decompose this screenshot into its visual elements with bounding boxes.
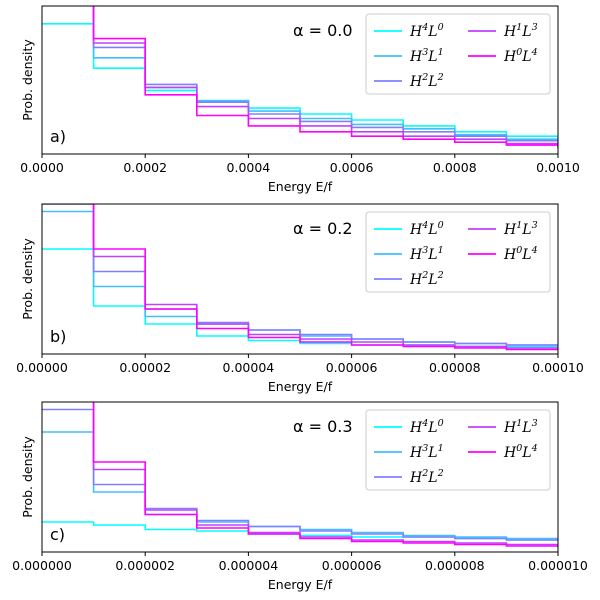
legend-label: H0L4 <box>503 245 538 263</box>
legend-label: H4L0 <box>409 220 444 238</box>
x-tick-label: 0.00010 <box>532 360 584 375</box>
legend-label: H0L4 <box>503 443 538 461</box>
legend-label: H3L1 <box>409 245 444 263</box>
panel-1: 0.0000 0.0002 0.0004 0.0006 0.0008 0.0010 Ener… <box>20 5 580 194</box>
alpha-label: α = 0.2 <box>293 219 353 238</box>
x-tick-label: 0.000004 <box>219 558 279 573</box>
x-tick-label: 0.000002 <box>115 558 175 573</box>
legend-box <box>365 409 551 491</box>
series-line-h0l4 <box>92 204 558 351</box>
legend: H4L0 H3L1 H2L2 H1L3 H0L4 <box>365 409 551 491</box>
x-tick-label: 0.0002 <box>123 160 167 175</box>
x-tick-label: 0.000000 <box>12 558 72 573</box>
x-tick-label: 0.0004 <box>227 160 271 175</box>
legend-box <box>365 211 551 293</box>
x-tick-label: 0.000008 <box>425 558 485 573</box>
series-line-h0l4 <box>92 6 558 149</box>
panel-2: 0.00000 0.00002 0.00004 0.00006 0.00008 0.000… <box>16 203 584 394</box>
legend-label: H0L4 <box>503 47 538 65</box>
panel-label: c) <box>50 525 65 544</box>
x-axis-label: Energy E/f <box>268 179 333 194</box>
panel-label: b) <box>50 327 66 346</box>
legend-label: H2L2 <box>409 468 444 486</box>
panel-label: a) <box>50 127 66 146</box>
x-tick-label: 0.0008 <box>433 160 477 175</box>
legend-label: H4L0 <box>409 22 444 40</box>
panel-3: 0.000000 0.000002 0.000004 0.000006 0.000008… <box>12 401 588 592</box>
x-tick-label: 0.0006 <box>330 160 374 175</box>
axes-frame <box>41 5 559 155</box>
legend: H4L0 H3L1 H2L2 H1L3 H0L4 <box>365 211 551 293</box>
axes-frame <box>41 401 559 553</box>
y-axis-label: Prob. density <box>20 436 35 518</box>
series-group <box>42 402 558 548</box>
legend-label: H2L2 <box>409 72 444 90</box>
x-tick-label: 0.0010 <box>536 160 580 175</box>
legend-label: H3L1 <box>409 443 444 461</box>
legend-label: H3L1 <box>409 47 444 65</box>
legend-label: H1L3 <box>503 418 538 436</box>
x-tick-label: 0.00006 <box>326 360 378 375</box>
x-axis-label: Energy E/f <box>268 379 333 394</box>
x-tick-label: 0.000010 <box>528 558 588 573</box>
x-tick-label: 0.00000 <box>16 360 68 375</box>
y-axis-label: Prob. density <box>20 39 35 121</box>
legend-box <box>365 13 551 95</box>
series-group <box>42 204 558 351</box>
series-group <box>42 6 558 149</box>
y-axis-label: Prob. density <box>20 238 35 320</box>
x-tick-label: 0.00002 <box>119 360 171 375</box>
x-tick-label: 0.0000 <box>20 160 64 175</box>
axes-frame <box>41 203 559 355</box>
x-axis-label: Energy E/f <box>268 577 333 592</box>
series-line-h0l4 <box>92 402 558 548</box>
x-tick-label: 0.00008 <box>429 360 481 375</box>
legend-label: H2L2 <box>409 270 444 288</box>
legend-label: H1L3 <box>503 22 538 40</box>
x-tick-label: 0.000006 <box>322 558 382 573</box>
legend-label: H4L0 <box>409 418 444 436</box>
x-tick-label: 0.00004 <box>223 360 275 375</box>
legend-label: H1L3 <box>503 220 538 238</box>
alpha-label: α = 0.3 <box>293 417 353 436</box>
legend: H4L0 H3L1 H2L2 H1L3 H0L4 <box>365 13 551 95</box>
alpha-label: α = 0.0 <box>293 21 353 40</box>
